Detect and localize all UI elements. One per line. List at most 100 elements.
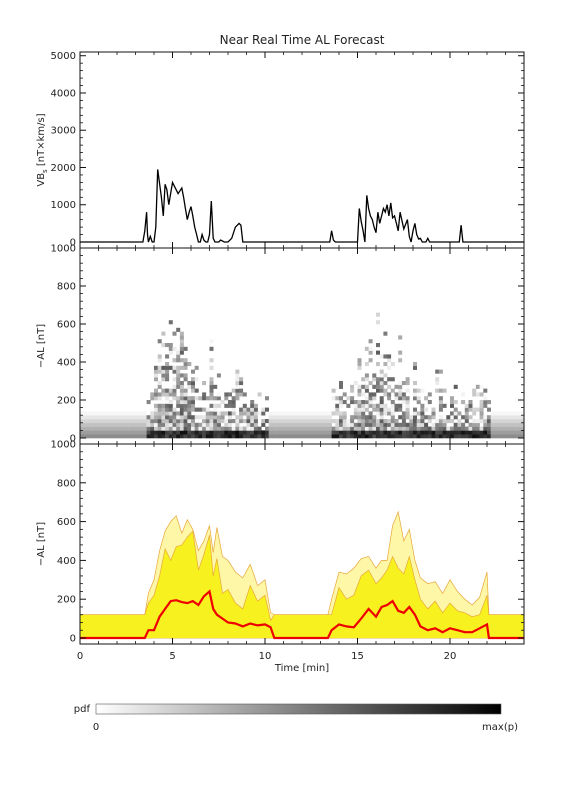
pdf-cell bbox=[339, 426, 343, 431]
pdf-cell bbox=[357, 426, 362, 431]
pdf-cell bbox=[353, 400, 358, 405]
pdf-cell bbox=[172, 331, 177, 336]
pdf-cell bbox=[346, 434, 351, 439]
pdf-cell bbox=[379, 384, 384, 389]
pdf-cell bbox=[468, 407, 473, 412]
pdf-cell bbox=[105, 415, 110, 420]
pdf-cell bbox=[242, 392, 247, 397]
pdf-cell bbox=[205, 426, 210, 431]
pdf-cell bbox=[131, 415, 136, 420]
pdf-cell bbox=[294, 434, 299, 439]
pdf-cell bbox=[183, 422, 188, 427]
pdf-cell bbox=[102, 419, 107, 424]
pdf-cell bbox=[361, 430, 366, 435]
pdf-cell bbox=[165, 415, 170, 420]
pdf-cell bbox=[479, 426, 484, 431]
pdf-cell bbox=[383, 407, 388, 412]
pdf-cell bbox=[464, 407, 469, 412]
pdf-cell bbox=[387, 377, 392, 382]
pdf-cell bbox=[494, 415, 499, 420]
pdf-cell bbox=[135, 426, 140, 431]
pdf-cell bbox=[157, 339, 162, 344]
pdf-cell bbox=[416, 426, 421, 431]
pdf-cell bbox=[390, 411, 395, 416]
pdf-cell bbox=[331, 388, 336, 393]
pdf-cell bbox=[135, 419, 140, 424]
pdf-cell bbox=[187, 400, 192, 405]
pdf-cell bbox=[209, 415, 214, 420]
pdf-cell bbox=[187, 415, 192, 420]
pdf-cell bbox=[290, 422, 295, 427]
pdf-cell bbox=[520, 422, 525, 427]
pdf-cell bbox=[379, 422, 384, 427]
pdf-colorbar: pdf 0 max(p) bbox=[74, 703, 518, 733]
pdf-cell bbox=[172, 422, 177, 427]
pdf-cell bbox=[313, 422, 318, 427]
pdf-cell bbox=[405, 377, 410, 382]
pdf-cell bbox=[98, 415, 103, 420]
pdf-cell bbox=[179, 388, 184, 393]
pdf-cell bbox=[339, 422, 343, 427]
pdf-cell bbox=[279, 415, 284, 420]
pdf-cell bbox=[468, 426, 473, 431]
pdf-cell bbox=[165, 422, 170, 427]
pdf-cell bbox=[394, 434, 399, 439]
pdf-cell bbox=[479, 411, 484, 416]
pdf-cell bbox=[250, 415, 255, 420]
pdf-cell bbox=[220, 430, 225, 435]
pdf-cell bbox=[520, 430, 525, 435]
pdf-cell bbox=[494, 430, 499, 435]
pdf-cell bbox=[176, 430, 181, 435]
pdf-cell bbox=[268, 434, 273, 439]
pdf-cell bbox=[483, 400, 488, 405]
pdf-cell bbox=[191, 419, 195, 424]
pdf-cell bbox=[324, 426, 329, 431]
pdf-cell bbox=[228, 422, 232, 427]
pdf-cell bbox=[235, 384, 240, 389]
pdf-cell bbox=[320, 430, 325, 435]
pdf-cell bbox=[424, 396, 429, 401]
pdf-cell bbox=[120, 419, 125, 424]
y-tick-label: 600 bbox=[57, 320, 76, 331]
pdf-cell bbox=[364, 422, 369, 427]
pdf-cell bbox=[272, 415, 277, 420]
pdf-cell bbox=[453, 411, 458, 416]
pdf-cell bbox=[242, 430, 247, 435]
pdf-cell bbox=[161, 407, 166, 412]
pdf-cell bbox=[131, 411, 136, 416]
pdf-cell bbox=[183, 426, 188, 431]
pdf-cell bbox=[142, 430, 147, 435]
pdf-cell bbox=[139, 434, 144, 439]
pdf-cell bbox=[239, 392, 244, 397]
pdf-cell bbox=[361, 415, 366, 420]
pdf-cell bbox=[394, 419, 399, 424]
pdf-cell bbox=[450, 434, 454, 439]
pdf-cell bbox=[91, 415, 96, 420]
pdf-cell bbox=[512, 415, 517, 420]
pdf-cell bbox=[461, 430, 466, 435]
pdf-cell bbox=[98, 411, 103, 416]
pdf-cell bbox=[176, 327, 181, 332]
pdf-cell bbox=[146, 434, 151, 439]
pdf-cell bbox=[416, 388, 421, 393]
pdf-cell bbox=[316, 426, 321, 431]
pdf-cell bbox=[335, 422, 340, 427]
pdf-cell bbox=[246, 415, 251, 420]
pdf-cell bbox=[339, 396, 343, 401]
pdf-cell bbox=[390, 422, 395, 427]
pdf-cell bbox=[501, 415, 506, 420]
pdf-cell bbox=[398, 384, 403, 389]
pdf-cell bbox=[413, 430, 417, 435]
pdf-cell bbox=[235, 422, 240, 427]
pdf-cell bbox=[420, 422, 425, 427]
pdf-cell bbox=[194, 396, 199, 401]
pdf-cell bbox=[161, 434, 166, 439]
pdf-cell bbox=[424, 407, 429, 412]
pdf-cell bbox=[165, 403, 170, 408]
pdf-cell bbox=[157, 369, 162, 374]
pdf-cell bbox=[109, 422, 114, 427]
pdf-cell bbox=[505, 426, 510, 431]
pdf-cell bbox=[435, 430, 440, 435]
pdf-cell bbox=[302, 411, 306, 416]
pdf-cell bbox=[405, 400, 410, 405]
